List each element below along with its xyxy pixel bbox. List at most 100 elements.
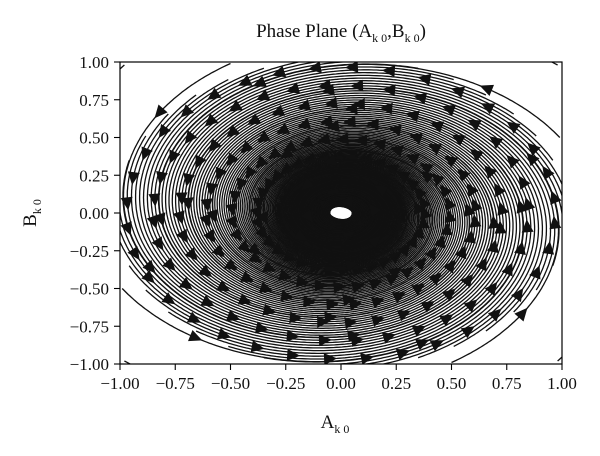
y-axis-label: Bk 0 xyxy=(20,199,44,227)
streamline xyxy=(122,62,495,339)
flow-arrowhead xyxy=(240,140,254,154)
flow-arrowhead xyxy=(514,307,528,322)
flow-arrowhead xyxy=(488,308,502,322)
flow-arrowhead xyxy=(413,257,427,271)
flow-arrowhead xyxy=(323,154,337,167)
flow-arrowhead xyxy=(445,196,457,211)
flow-arrowhead xyxy=(450,86,465,99)
flow-arrowhead xyxy=(211,244,226,258)
flow-arrowhead xyxy=(180,104,194,118)
flow-arrowhead xyxy=(417,215,430,229)
flow-arrowhead xyxy=(324,311,338,324)
flow-arrowhead xyxy=(368,203,382,217)
flow-arrowhead xyxy=(494,182,506,198)
flow-arrowhead xyxy=(529,265,541,280)
flow-arrowhead xyxy=(325,119,340,132)
x-tick-label: −0.50 xyxy=(211,374,250,393)
flow-arrowhead xyxy=(484,281,498,296)
y-tick-label: 0.00 xyxy=(79,204,109,223)
flow-arrowhead xyxy=(367,235,382,249)
flow-arrowhead xyxy=(464,202,476,217)
flow-arrowhead xyxy=(479,84,494,96)
flow-arrowhead xyxy=(518,175,531,190)
flow-arrowhead xyxy=(184,247,198,261)
flow-arrowhead xyxy=(326,184,341,196)
flow-arrowhead xyxy=(439,314,454,327)
x-tick-label: 0.25 xyxy=(381,374,411,393)
flow-arrowhead xyxy=(176,228,188,244)
y-tick-label: 0.25 xyxy=(79,166,109,185)
flow-arrowhead xyxy=(217,327,232,340)
flow-arrowhead xyxy=(198,264,213,278)
streamline xyxy=(121,108,524,363)
x-axis-label: Ak 0 xyxy=(321,412,350,436)
flow-arrowhead xyxy=(162,257,176,272)
y-tick-label: −0.75 xyxy=(70,317,109,336)
flow-arrowhead xyxy=(188,330,203,342)
flow-arrowhead xyxy=(526,152,540,167)
flow-arrowhead xyxy=(351,98,365,111)
y-tick-label: 0.50 xyxy=(79,129,109,148)
flow-arrowhead xyxy=(388,267,403,280)
flow-arrowhead xyxy=(236,177,249,192)
flow-arrowhead xyxy=(501,262,513,277)
flow-arrowhead xyxy=(228,99,243,112)
flow-arrowhead xyxy=(466,182,479,197)
flow-arrowhead xyxy=(342,294,357,307)
flow-arrowhead xyxy=(429,340,444,352)
flow-arrowhead xyxy=(460,326,475,339)
flow-arrowhead xyxy=(256,89,271,101)
streamline xyxy=(187,87,560,364)
flow-arrowhead xyxy=(300,177,315,191)
flow-arrowhead xyxy=(141,146,153,161)
flow-arrowhead xyxy=(173,210,185,225)
flow-arrowhead xyxy=(442,288,456,302)
flow-arrowhead xyxy=(255,155,269,169)
flow-arrowhead xyxy=(262,260,277,272)
flow-arrowhead xyxy=(344,317,358,329)
flow-arrowhead xyxy=(387,124,402,137)
flow-arrowhead xyxy=(324,97,338,109)
x-tick-label: 0.75 xyxy=(492,374,522,393)
x-tick-label: 1.00 xyxy=(547,374,577,393)
flow-arrowhead xyxy=(456,168,471,182)
flow-arrowhead xyxy=(169,149,181,164)
flow-arrowhead xyxy=(420,301,435,313)
flow-arrowhead xyxy=(184,130,198,145)
flow-arrowhead xyxy=(279,146,294,159)
flow-arrowhead xyxy=(440,221,453,236)
flow-arrowhead xyxy=(516,199,529,214)
flow-arrowhead xyxy=(186,311,202,323)
flow-arrowhead xyxy=(151,236,164,251)
flow-arrowhead xyxy=(323,353,338,364)
flow-arrowhead xyxy=(374,185,389,197)
x-axis: −1.00 −0.75 −0.50 −0.25 0.00 0.25 0.50 0.75 1.00 xyxy=(100,364,577,393)
flow-arrowhead xyxy=(411,325,426,337)
flow-arrowhead xyxy=(153,212,166,227)
streamline xyxy=(557,356,562,362)
flow-arrowhead xyxy=(127,171,140,186)
svg-text:Bk 0: Bk 0 xyxy=(20,199,44,227)
flow-arrowhead xyxy=(381,332,396,344)
flow-arrowhead xyxy=(247,113,262,125)
flow-arrowhead xyxy=(317,315,331,328)
y-tick-label: −1.00 xyxy=(70,355,109,374)
flow-arrowhead xyxy=(141,270,155,284)
flow-arrowhead xyxy=(339,195,353,208)
flow-arrowhead xyxy=(542,165,555,180)
flow-arrowhead xyxy=(296,99,311,111)
y-tick-label: 1.00 xyxy=(79,53,109,72)
flow-arrowhead xyxy=(430,173,445,187)
flow-arrowhead xyxy=(181,197,194,211)
flow-arrowhead xyxy=(303,295,317,308)
x-tick-label: 0.00 xyxy=(326,374,356,393)
flow-arrowhead xyxy=(480,103,496,115)
x-tick-label: −0.75 xyxy=(156,374,195,393)
flow-arrowhead xyxy=(371,315,386,327)
chart-title: Phase Plane (Ak 0,Bk 0) xyxy=(256,21,426,45)
flow-arrowhead xyxy=(484,165,498,179)
flow-arrowhead xyxy=(203,229,216,244)
flow-arrowhead xyxy=(542,240,555,255)
flow-arrowhead xyxy=(341,230,356,242)
